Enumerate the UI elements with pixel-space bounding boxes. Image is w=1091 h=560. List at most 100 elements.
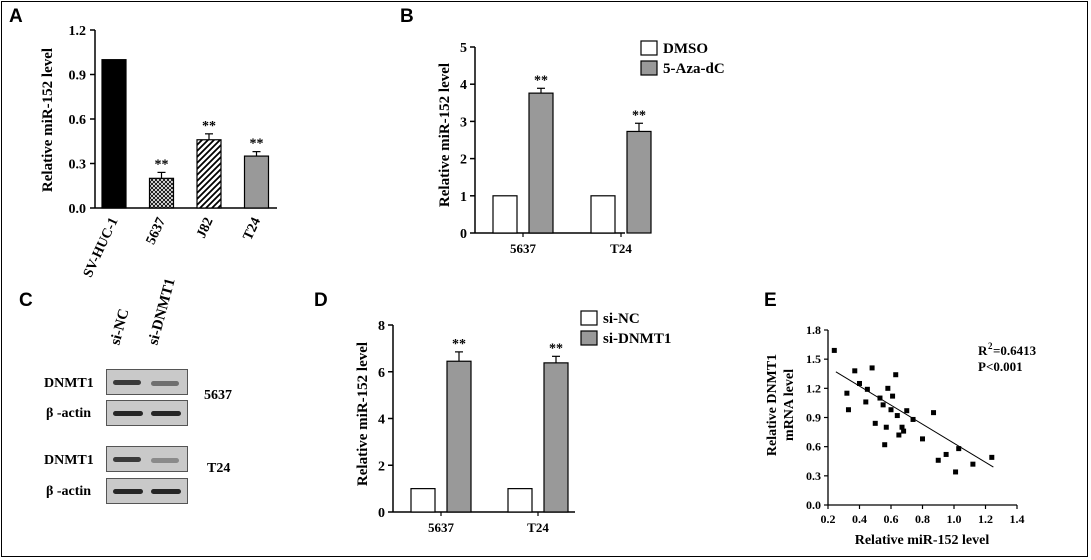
blot-band xyxy=(151,381,179,386)
b-legend-label: 5-Aza-dC xyxy=(663,61,725,77)
panel-letter-a: A xyxy=(9,6,23,27)
d-legend-label: si-NC xyxy=(603,311,640,327)
blot-lane-dnmt1-t24 xyxy=(106,446,188,472)
blot-band xyxy=(113,380,141,385)
a-y-tick-label: 0.3 xyxy=(69,158,87,173)
a-y-tick-label: 1.2 xyxy=(69,24,87,39)
e-y-tick-label: 1.2 xyxy=(806,381,821,395)
panel-letter-e: E xyxy=(764,290,777,311)
b-y-tick-label: 3 xyxy=(460,115,467,130)
blot-band xyxy=(151,411,181,416)
b-y-tick-label: 5 xyxy=(460,41,467,56)
e-data-point xyxy=(901,428,907,434)
d-y-tick-label: 8 xyxy=(378,319,385,334)
a-bar-5637 xyxy=(148,177,175,209)
e-x-tick-label: 0.4 xyxy=(852,512,867,526)
e-data-point xyxy=(931,410,937,416)
e-y-tick-label: 0.6 xyxy=(806,440,821,454)
a-x-tick-label: J82 xyxy=(194,215,216,240)
b-bar-5637-5-aza-dc xyxy=(528,92,554,234)
e-data-point xyxy=(970,461,976,467)
e-data-point xyxy=(882,442,888,448)
e-y-tick-label: 1.5 xyxy=(806,352,821,366)
panel-letter-c: C xyxy=(19,290,33,311)
b-y-tick-label: 1 xyxy=(460,190,467,205)
e-data-point xyxy=(872,420,878,426)
b-bar-5637-dmso xyxy=(492,195,518,234)
b-x-tick-label: T24 xyxy=(610,241,632,256)
d-legend-swatch xyxy=(580,330,598,346)
e-data-point xyxy=(896,432,902,438)
d-bar-t24-si-nc xyxy=(507,488,533,513)
e-data-point xyxy=(956,446,962,452)
e-data-point xyxy=(888,407,894,413)
e-y-tick-label: 1.8 xyxy=(806,323,821,337)
e-r2-prefix: R xyxy=(978,343,988,358)
b-y-axis-label: Relative miR-152 level xyxy=(437,63,453,207)
d-bar-5637-si-nc xyxy=(410,488,436,513)
e-x-tick-label: 0.8 xyxy=(915,512,930,526)
d-significance-mark: ** xyxy=(549,341,563,356)
d-y-axis-label: Relative miR-152 level xyxy=(355,342,371,486)
e-data-point xyxy=(989,454,995,460)
e-data-point xyxy=(845,407,851,413)
d-y-tick-label: 0 xyxy=(378,506,385,521)
blot-band xyxy=(151,458,179,463)
d-legend-swatch xyxy=(580,310,598,326)
e-data-point xyxy=(864,386,870,392)
blot-row-label: β -actin xyxy=(46,484,92,499)
blot-row-label: DNMT1 xyxy=(44,376,94,391)
blot-band xyxy=(151,489,181,494)
d-bar-5637-si-dnmt1 xyxy=(446,360,472,513)
e-data-point xyxy=(869,365,875,371)
b-significance-mark: ** xyxy=(632,108,646,123)
e-data-point xyxy=(877,395,883,401)
e-data-point xyxy=(890,393,896,399)
b-y-tick-label: 2 xyxy=(460,153,467,168)
e-data-point xyxy=(883,424,889,430)
e-x-tick-label: 1.0 xyxy=(947,512,962,526)
blot-lane-dnmt1-5637 xyxy=(106,369,188,395)
e-data-point xyxy=(857,380,862,386)
b-y-tick-label: 0 xyxy=(460,227,467,242)
blot-row-label: DNMT1 xyxy=(44,453,94,468)
e-y-axis-label: Relative DNMT1 xyxy=(765,354,780,456)
e-r2-sup: 2 xyxy=(988,341,993,351)
e-x-tick-label: 0.6 xyxy=(884,512,899,526)
a-y-tick-label: 0.6 xyxy=(69,113,87,128)
blot-group-label: 5637 xyxy=(204,388,232,403)
blot-lane-actin-t24 xyxy=(106,478,188,504)
b-legend-swatch xyxy=(640,40,658,56)
a-x-tick-label: 5637 xyxy=(144,215,169,247)
e-p-value: P<0.001 xyxy=(978,359,1023,374)
e-x-tick-label: 1.2 xyxy=(978,512,993,526)
e-r2-value: =0.6413 xyxy=(993,343,1037,358)
a-x-tick-label: SV-HUC-1 xyxy=(81,215,122,280)
blot-group-label: T24 xyxy=(207,461,231,476)
d-significance-mark: ** xyxy=(452,337,466,352)
e-data-point xyxy=(953,469,959,475)
e-x-tick-label: 1.4 xyxy=(1010,512,1025,526)
a-bar-j82 xyxy=(196,139,222,209)
a-significance-mark: ** xyxy=(202,119,216,134)
a-x-tick-label: T24 xyxy=(241,215,264,242)
e-y-tick-label: 0.0 xyxy=(806,498,821,512)
e-data-point xyxy=(920,436,925,442)
a-significance-mark: ** xyxy=(250,137,264,152)
e-data-point xyxy=(910,416,916,422)
b-x-tick-label: 5637 xyxy=(510,241,537,256)
e-data-point xyxy=(935,457,941,463)
a-y-tick-label: 0.9 xyxy=(69,69,87,84)
e-data-point xyxy=(831,347,837,353)
b-legend-swatch xyxy=(640,60,658,76)
e-data-point xyxy=(943,451,949,457)
panel-letter-b: B xyxy=(400,6,414,27)
d-y-tick-label: 6 xyxy=(378,366,385,381)
blot-band xyxy=(113,411,143,416)
e-data-point xyxy=(852,368,858,374)
e-data-point xyxy=(863,399,869,405)
d-x-tick-label: 5637 xyxy=(428,520,455,535)
e-data-point xyxy=(885,385,891,391)
